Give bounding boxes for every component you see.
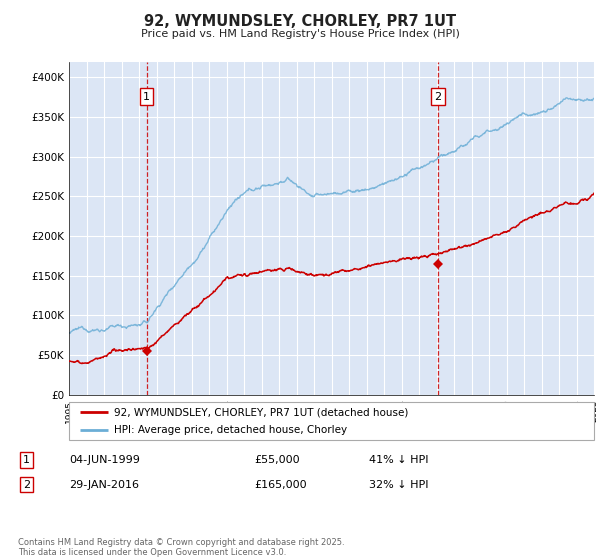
Text: 41% ↓ HPI: 41% ↓ HPI bbox=[369, 455, 428, 465]
Text: 92, WYMUNDSLEY, CHORLEY, PR7 1UT: 92, WYMUNDSLEY, CHORLEY, PR7 1UT bbox=[144, 14, 456, 29]
Text: 32% ↓ HPI: 32% ↓ HPI bbox=[369, 480, 428, 489]
Text: 2: 2 bbox=[434, 92, 442, 101]
Text: 92, WYMUNDSLEY, CHORLEY, PR7 1UT (detached house): 92, WYMUNDSLEY, CHORLEY, PR7 1UT (detach… bbox=[113, 407, 408, 417]
FancyBboxPatch shape bbox=[69, 402, 594, 440]
Text: 1: 1 bbox=[23, 455, 30, 465]
Text: 04-JUN-1999: 04-JUN-1999 bbox=[70, 455, 140, 465]
Text: HPI: Average price, detached house, Chorley: HPI: Average price, detached house, Chor… bbox=[113, 425, 347, 435]
Text: 2: 2 bbox=[23, 480, 30, 489]
Text: 29-JAN-2016: 29-JAN-2016 bbox=[70, 480, 140, 489]
Text: Price paid vs. HM Land Registry's House Price Index (HPI): Price paid vs. HM Land Registry's House … bbox=[140, 29, 460, 39]
Text: £165,000: £165,000 bbox=[254, 480, 307, 489]
Text: Contains HM Land Registry data © Crown copyright and database right 2025.
This d: Contains HM Land Registry data © Crown c… bbox=[18, 538, 344, 557]
Text: £55,000: £55,000 bbox=[254, 455, 299, 465]
Text: 1: 1 bbox=[143, 92, 150, 101]
